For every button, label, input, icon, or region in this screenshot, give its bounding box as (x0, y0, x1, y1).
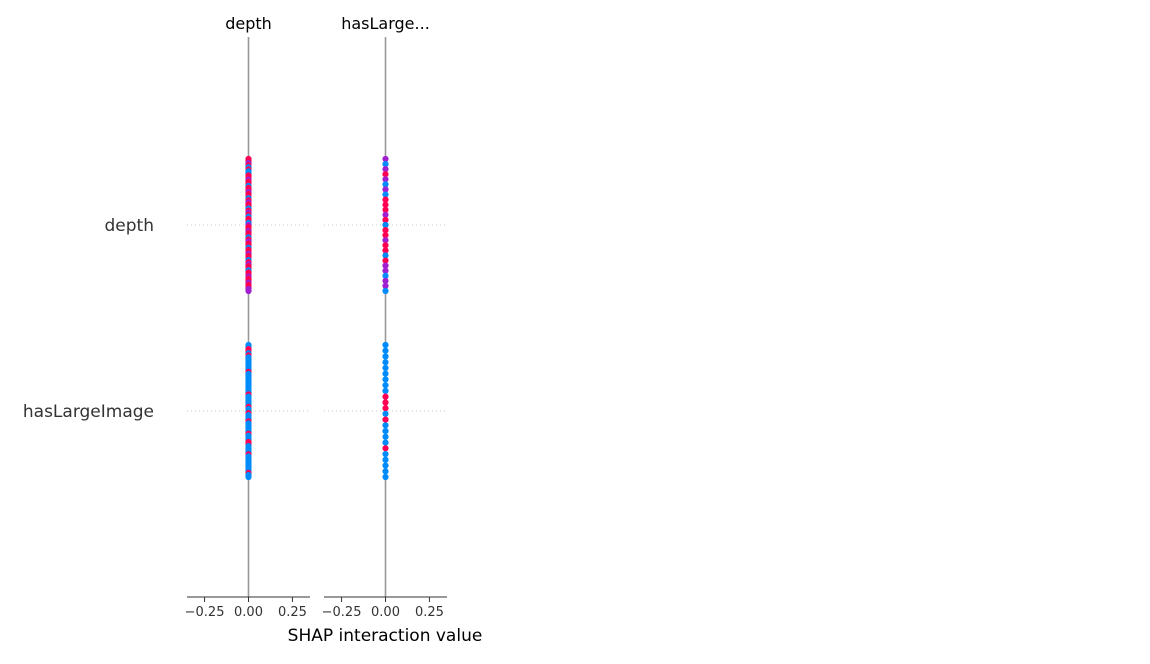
data-point (382, 353, 389, 360)
data-point (245, 473, 252, 481)
data-point (382, 257, 389, 264)
data-point (382, 201, 389, 208)
data-point (382, 186, 389, 193)
x-tick-label: 0.25 (278, 605, 307, 620)
data-point (382, 433, 389, 440)
data-point (382, 387, 389, 395)
data-point (382, 237, 389, 244)
data-point (382, 468, 389, 475)
panel-title: hasLarge... (341, 14, 430, 33)
x-tick-label: 0.00 (234, 605, 263, 620)
x-axis-label: SHAP interaction value (288, 626, 483, 646)
panels: depth −0.25 0.00 0.25 hasLarge... −0.25 0.00 0.… (185, 14, 447, 620)
row-labels: depth hasLargeImage (23, 216, 154, 422)
panel: hasLarge... −0.25 0.00 0.25 (322, 14, 447, 620)
data-point (382, 399, 389, 406)
data-point (382, 191, 389, 198)
data-point (382, 176, 389, 183)
x-tick-label: −0.25 (322, 605, 362, 620)
data-point (382, 445, 389, 452)
data-point (382, 364, 389, 372)
data-point (382, 181, 389, 188)
x-tick-label: 0.25 (415, 605, 444, 620)
x-tick-label: −0.25 (185, 605, 225, 620)
data-point (382, 370, 389, 377)
data-point (382, 211, 389, 218)
panel-title: depth (225, 14, 272, 33)
data-point (382, 216, 389, 224)
data-point (382, 405, 389, 412)
data-point (382, 427, 389, 435)
data-point (382, 341, 389, 349)
data-point (382, 226, 389, 234)
data-point (382, 410, 389, 417)
data-point (382, 439, 389, 446)
data-point (382, 456, 389, 463)
data-point (382, 393, 389, 400)
x-tick-label: 0.00 (371, 605, 400, 620)
data-point (382, 242, 389, 249)
data-point (382, 376, 389, 383)
data-point (382, 196, 389, 203)
data-point (382, 382, 389, 389)
data-point (382, 262, 389, 269)
data-point (382, 232, 389, 239)
data-point (382, 252, 389, 259)
data-point (382, 416, 389, 423)
row-label: depth (105, 216, 154, 236)
data-point (382, 359, 389, 366)
data-point (382, 473, 389, 481)
data-point (382, 272, 389, 279)
data-point (382, 160, 389, 168)
data-point (382, 155, 389, 163)
data-point (382, 206, 389, 213)
data-point (382, 282, 389, 290)
data-point (382, 247, 389, 254)
data-point (382, 347, 389, 354)
data-point (245, 287, 252, 295)
data-point (382, 267, 389, 274)
data-point (382, 422, 389, 429)
data-point (382, 171, 389, 178)
data-point (382, 277, 389, 284)
data-point (382, 166, 389, 173)
panel: depth −0.25 0.00 0.25 (185, 14, 310, 620)
data-point (382, 221, 389, 229)
data-point (382, 287, 389, 295)
data-point (382, 450, 389, 458)
data-point (382, 462, 389, 469)
row-label: hasLargeImage (23, 402, 154, 422)
